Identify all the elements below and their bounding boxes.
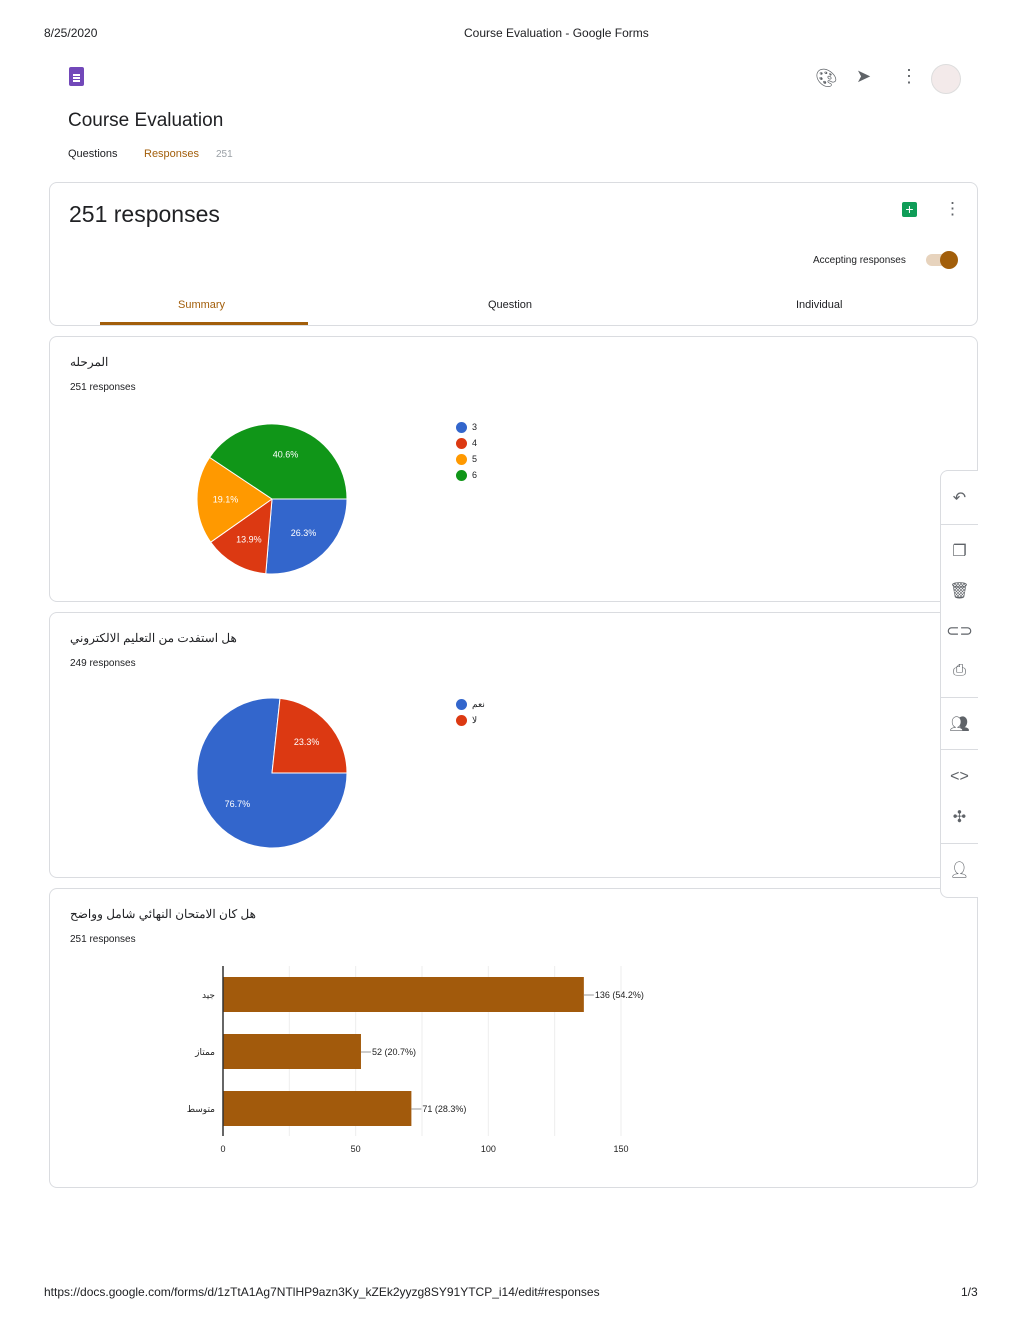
tab-responses[interactable]: Responses bbox=[144, 148, 200, 160]
bar-label: 71 (28.3%) bbox=[422, 1104, 466, 1114]
summary-card: 251 responses + ⋮ Accepting responses Su… bbox=[49, 182, 978, 326]
pie-slice bbox=[271, 697, 348, 774]
forms-logo-icon[interactable] bbox=[69, 67, 84, 86]
send-icon[interactable]: ➤ bbox=[856, 66, 872, 86]
legend: 3 4 5 6 bbox=[456, 419, 477, 483]
bar bbox=[223, 1034, 361, 1069]
add-person-icon[interactable]: 👤︎ bbox=[949, 862, 970, 879]
sheets-icon[interactable]: + bbox=[902, 202, 917, 217]
legend: نعم لا bbox=[456, 696, 485, 728]
x-tick-label: 100 bbox=[481, 1144, 496, 1154]
legend-swatch bbox=[456, 453, 467, 465]
bar-chart: 0 50 100 150 136 (54.2%) جيد 52 (20.7%) ممتاز 71… bbox=[187, 966, 644, 1154]
add-collaborators-icon[interactable]: 👥︎ bbox=[949, 716, 970, 733]
active-tab-indicator bbox=[100, 322, 308, 325]
avatar[interactable] bbox=[931, 64, 961, 94]
legend-swatch bbox=[456, 698, 467, 710]
pie-slice bbox=[208, 423, 348, 500]
slice-label: 13.9% bbox=[236, 534, 262, 544]
bar-label: 136 (54.2%) bbox=[595, 990, 644, 1000]
question-title: هل استفدت من التعليم الالكتروني bbox=[70, 631, 237, 645]
bar bbox=[223, 977, 584, 1012]
tab-question[interactable]: Question bbox=[488, 299, 533, 311]
legend-swatch bbox=[456, 469, 467, 481]
form-title: Course Evaluation bbox=[68, 110, 224, 131]
legend-item: 5 bbox=[456, 451, 477, 467]
slice-label: 23.3% bbox=[294, 737, 320, 747]
question-title: هل كان الامتحان النهائي شامل وواضح bbox=[70, 907, 256, 921]
more-vert-icon[interactable]: ⋮ bbox=[944, 199, 961, 218]
responses-count: 251 bbox=[216, 149, 233, 160]
print-icon[interactable]: ⎙ bbox=[953, 662, 966, 679]
category-label: جيد bbox=[202, 991, 215, 1001]
accepting-toggle[interactable] bbox=[926, 251, 958, 269]
pie-chart: 76.7% 23.3% bbox=[196, 697, 348, 849]
legend-swatch bbox=[456, 437, 467, 449]
question-title: المرحله bbox=[70, 355, 109, 369]
response-count: 251 responses bbox=[70, 382, 136, 393]
pie-chart: 26.3% 13.9% 19.1% 40.6% bbox=[196, 423, 348, 575]
slice-label: 26.3% bbox=[291, 528, 317, 538]
x-tick-label: 150 bbox=[613, 1144, 628, 1154]
link-icon[interactable]: ⊂⊃ bbox=[946, 623, 973, 640]
legend-item: 3 bbox=[456, 419, 477, 435]
category-label: ممتاز bbox=[194, 1048, 215, 1058]
print-title: Course Evaluation - Google Forms bbox=[464, 26, 649, 40]
category-label: متوسط bbox=[187, 1105, 215, 1115]
legend-item: 4 bbox=[456, 435, 477, 451]
legend-item: 6 bbox=[456, 467, 477, 483]
print-url: https://docs.google.com/forms/d/1zTtA1Ag… bbox=[44, 1285, 600, 1299]
response-count: 249 responses bbox=[70, 658, 136, 669]
response-count: 251 responses bbox=[70, 934, 136, 945]
print-date: 8/25/2020 bbox=[44, 26, 98, 40]
x-tick-label: 50 bbox=[351, 1144, 361, 1154]
more-vert-icon[interactable]: ⋮ bbox=[900, 66, 918, 86]
pie-slice bbox=[196, 456, 273, 543]
slice-label: 76.7% bbox=[225, 799, 251, 809]
copy-icon[interactable]: ❐ bbox=[952, 543, 967, 560]
question-card: هل كان الامتحان النهائي شامل وواضح 251 r… bbox=[49, 888, 978, 1188]
pie-slice bbox=[196, 697, 348, 849]
print-page: 1/3 bbox=[961, 1285, 978, 1299]
question-card: المرحله 251 responses 26.3% 13.9% 19.1% 40.… bbox=[49, 336, 978, 602]
bar-label: 52 (20.7%) bbox=[372, 1047, 416, 1057]
question-card: هل استفدت من التعليم الالكتروني 249 resp… bbox=[49, 612, 978, 878]
responses-heading: 251 responses bbox=[69, 201, 220, 227]
pie-slice bbox=[209, 497, 273, 575]
addon-icon[interactable]: ✣ bbox=[952, 809, 967, 826]
pie-slice bbox=[265, 498, 348, 575]
palette-icon[interactable]: 🎨︎ bbox=[815, 68, 838, 88]
slice-label: 19.1% bbox=[213, 495, 239, 505]
tab-questions[interactable]: Questions bbox=[68, 148, 118, 160]
x-tick-label: 0 bbox=[220, 1144, 225, 1154]
accepting-label: Accepting responses bbox=[813, 255, 906, 266]
slice-label: 40.6% bbox=[273, 449, 299, 459]
trash-icon[interactable]: 🗑︎ bbox=[949, 583, 970, 600]
tab-summary[interactable]: Summary bbox=[178, 299, 226, 311]
embed-icon[interactable]: <> bbox=[950, 768, 969, 785]
bar bbox=[223, 1091, 412, 1126]
tab-individual[interactable]: Individual bbox=[796, 299, 843, 311]
legend-swatch bbox=[456, 421, 467, 433]
legend-swatch bbox=[456, 714, 467, 726]
legend-item: نعم bbox=[456, 696, 485, 712]
legend-item: لا bbox=[456, 712, 485, 728]
undo-icon[interactable]: ↶ bbox=[952, 490, 967, 507]
side-toolbar: ↶ ❐ 🗑︎ ⊂⊃ ⎙ 👥︎ <> ✣ 👤︎ bbox=[940, 470, 978, 898]
